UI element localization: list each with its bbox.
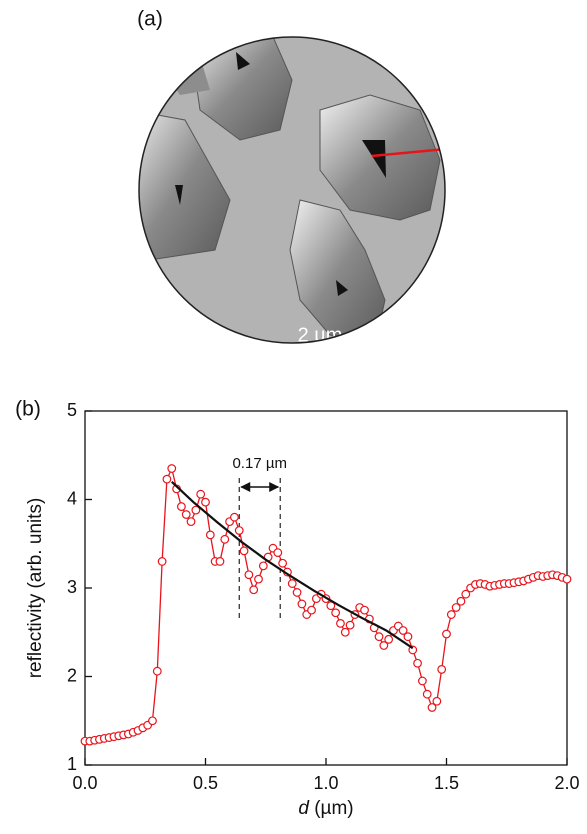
data-point [379, 641, 389, 650]
data-point [287, 579, 297, 588]
data-point [437, 665, 447, 674]
y-tick-label: 1 [67, 754, 77, 774]
data-point [326, 601, 336, 611]
arrow-head [240, 482, 280, 492]
x-axis-symbol: d [298, 798, 310, 819]
data-point [360, 605, 369, 615]
data-point [461, 589, 471, 599]
data-point [148, 716, 157, 726]
data-point [278, 558, 288, 568]
data-point [292, 588, 302, 597]
data-point [157, 557, 167, 566]
y-tick-label: 3 [67, 577, 77, 597]
y-axis-label: reflectivity (arb. units) [25, 498, 46, 679]
data-point [413, 658, 422, 668]
data-point [167, 464, 177, 473]
data-point [273, 548, 283, 557]
micrograph: 2 µm [139, 37, 445, 343]
data-point [152, 666, 162, 676]
data-point [442, 629, 451, 639]
data-point [451, 603, 461, 612]
data-point [432, 696, 442, 706]
data-point [176, 502, 186, 511]
x-axis-label: d (µm) [298, 798, 353, 819]
data-point [403, 632, 413, 642]
data-point [345, 620, 355, 630]
data-point [427, 703, 437, 712]
data-point [230, 512, 239, 522]
data-point [205, 530, 215, 540]
y-tick-label: 4 [67, 488, 77, 508]
data-point [234, 526, 244, 535]
data-point [258, 561, 268, 571]
x-tick-label: 1.0 [313, 773, 338, 793]
data-point [336, 619, 345, 628]
x-tick-label: 2.0 [554, 773, 579, 793]
annotation-text: 0.17 µm [232, 455, 287, 472]
data-point [239, 546, 249, 556]
data-point [201, 497, 210, 507]
y-tick-label: 2 [67, 665, 77, 685]
data-point [331, 608, 341, 618]
data-point [244, 570, 254, 580]
y-tick-label: 5 [67, 400, 77, 420]
data-line [85, 466, 568, 742]
x-tick-label: 1.5 [434, 773, 459, 793]
data-point [181, 510, 191, 519]
data-point [196, 489, 206, 499]
panel-label: (a) [137, 8, 163, 31]
data-point [398, 626, 408, 635]
data-point [186, 517, 196, 527]
panel-label: (b) [15, 398, 41, 421]
data-point [191, 505, 201, 515]
data-point [215, 557, 225, 566]
data-point [249, 585, 259, 595]
data-point [418, 676, 427, 686]
data-point [297, 599, 307, 609]
data-point [562, 574, 572, 584]
data-point [162, 474, 172, 484]
data-point [456, 596, 466, 606]
data-point [384, 634, 394, 644]
data-point [374, 632, 384, 642]
data-point [254, 574, 263, 584]
x-tick-label: 0.0 [72, 773, 97, 793]
x-tick-label: 0.5 [193, 773, 218, 793]
data-point [220, 534, 230, 544]
fit-line [171, 480, 414, 650]
data-point [340, 627, 350, 637]
data-point [446, 610, 456, 619]
x-axis-unit: (µm) [314, 798, 353, 819]
data-point [422, 689, 432, 699]
data-point [307, 605, 316, 615]
